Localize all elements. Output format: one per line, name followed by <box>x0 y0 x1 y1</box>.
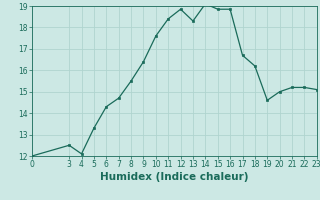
X-axis label: Humidex (Indice chaleur): Humidex (Indice chaleur) <box>100 172 249 182</box>
